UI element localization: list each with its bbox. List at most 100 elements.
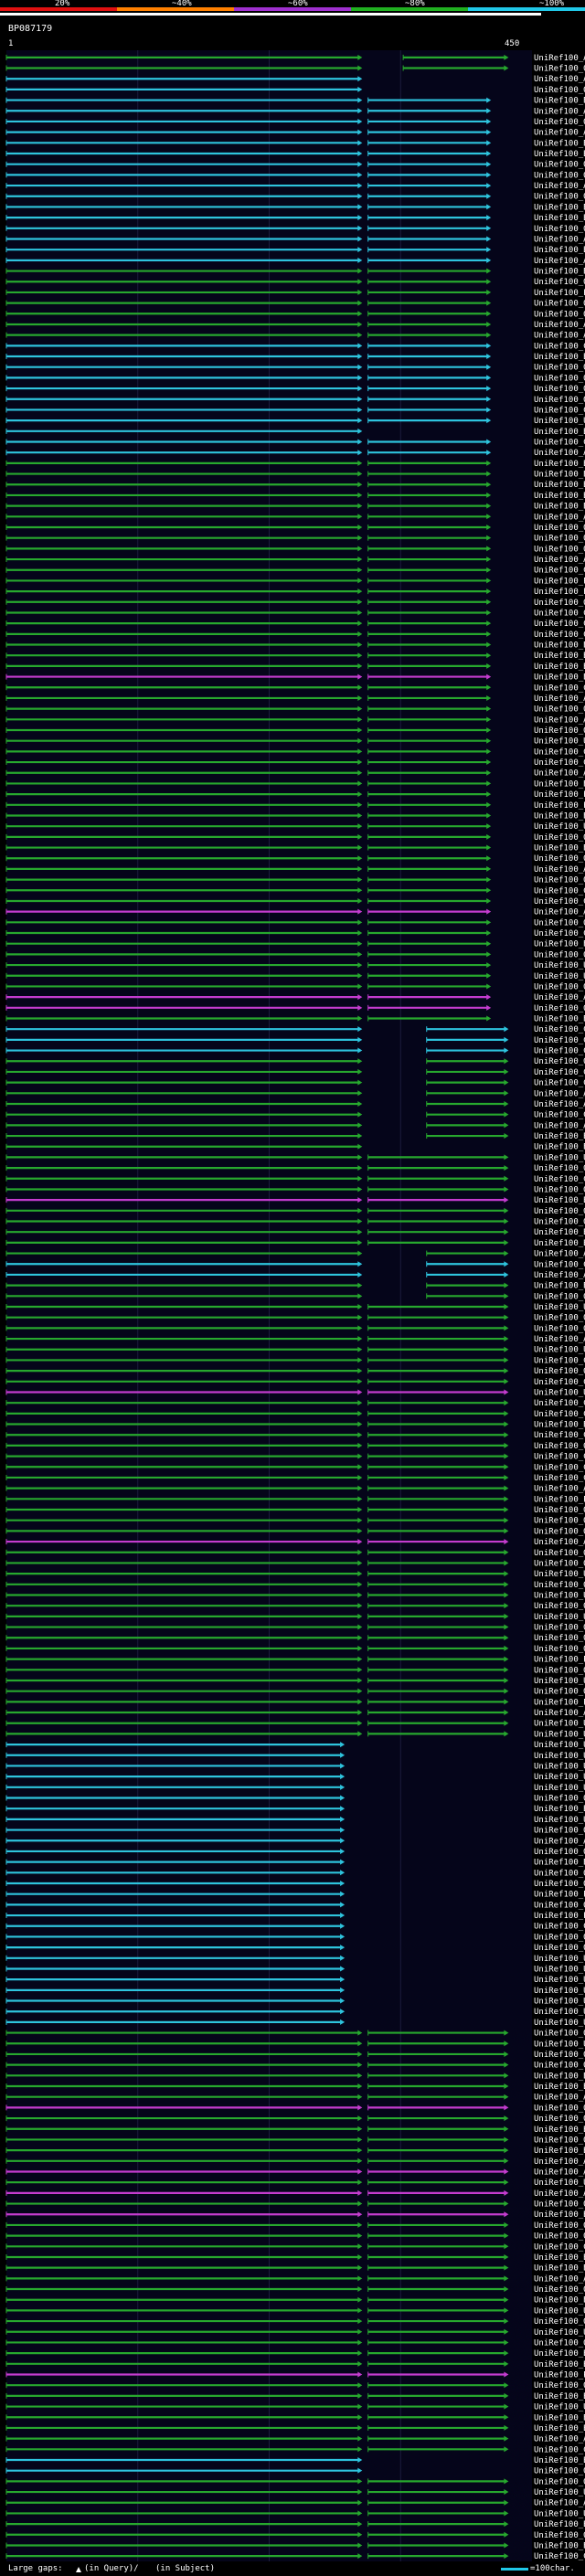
hit-label[interactable]: UniRef100_C1HDN1 [534, 1025, 585, 1034]
hit-label[interactable]: UniRef100_Q0JJ23 [534, 1218, 585, 1227]
hit-label[interactable]: UniRef100_B9YZP9 [534, 2083, 585, 2092]
hit-label[interactable]: UniRef100_A9S1B1 [534, 257, 585, 266]
hit-label[interactable]: UniRef100_UP1000... [534, 1976, 585, 1985]
hit-label[interactable]: UniRef100_B6QTH1 [534, 2072, 585, 2081]
hit-label[interactable]: UniRef100_C5WA83 [534, 620, 585, 629]
hit-label[interactable]: UniRef100_P05388 [534, 1891, 585, 1900]
hit-label[interactable]: UniRef100_Q9XYW7 [534, 1442, 585, 1451]
hit-label[interactable]: UniRef100_B4K909 [534, 2296, 585, 2306]
hit-label[interactable]: UniRef100_B6SIT4 [534, 481, 585, 490]
hit-label[interactable]: UniRef100_Q6EE59 [534, 2051, 585, 2060]
hit-label[interactable]: UniRef100_UP1000... [534, 1677, 585, 1686]
hit-label[interactable]: UniRef100_UP1000... [534, 2019, 585, 2028]
hit-label[interactable]: UniRef100_Q9SYH2 [534, 2221, 585, 2231]
hit-label[interactable]: UniRef100_B9ZYV6 [534, 673, 585, 683]
hit-label[interactable]: UniRef100_B4FI22 [534, 268, 585, 277]
hit-label[interactable]: UniRef100_Q7R9E1 [534, 2104, 585, 2113]
hit-label[interactable]: UniRef100_UP1000... [534, 2178, 585, 2188]
hit-label[interactable]: UniRef100_A5BHY0 [534, 321, 585, 330]
hit-label[interactable]: UniRef100_A7E7V6 [534, 716, 585, 725]
hit-label[interactable]: UniRef100_B4JED6 [534, 2424, 585, 2433]
hit-label[interactable]: UniRef100_P49165 [534, 588, 585, 597]
hit-label[interactable]: UniRef100_A8J0I0 [534, 54, 585, 63]
hit-label[interactable]: UniRef100_B0WM24 [534, 811, 585, 821]
hit-label[interactable]: UniRef100_C5KY49 [534, 631, 585, 640]
hit-label[interactable]: UniRef100_A6PLP6 [534, 2189, 585, 2199]
hit-label[interactable]: UniRef100_UP1000... [534, 1303, 585, 1312]
hit-label[interactable]: UniRef100_Q9D8E6 [534, 1666, 585, 1675]
hit-label[interactable]: UniRef100_Q8VI50 [534, 396, 585, 405]
hit-label[interactable]: UniRef100_UP1000... [534, 1153, 585, 1162]
hit-label[interactable]: UniRef100_Q5DEQ2 [534, 1517, 585, 1526]
hit-label[interactable]: UniRef100_UP1000... [534, 2403, 585, 2412]
hit-label[interactable]: UniRef100_Q4KT14 [534, 118, 585, 127]
hit-label[interactable]: UniRef100_Q9LTZ5 [534, 300, 585, 309]
hit-label[interactable]: UniRef100_C4QV16 [534, 1111, 585, 1120]
hit-label[interactable]: UniRef100_UP1000... [534, 1955, 585, 1964]
hit-label[interactable]: UniRef100_C1BJE5 [534, 1431, 585, 1440]
hit-label[interactable]: UniRef100_B3MX17 [534, 2360, 585, 2369]
hit-label[interactable]: UniRef100_C5LQ26 [534, 684, 585, 693]
hit-label[interactable]: UniRef100_C5ZLL4 [534, 1474, 585, 1483]
hit-label[interactable]: UniRef100_A6SNV0 [534, 1837, 585, 1846]
hit-label[interactable]: UniRef100_B3L4E2 [534, 1805, 585, 1814]
hit-label[interactable]: UniRef100_Q5AHF2 [534, 705, 585, 715]
hit-label[interactable]: UniRef100_Q2ZWQ5 [534, 1185, 585, 1194]
hit-label[interactable]: UniRef100_UP1000... [534, 2488, 585, 2497]
hit-label[interactable]: UniRef100_Q5P6C5 [534, 1367, 585, 1376]
hit-label[interactable]: UniRef100_A2XMW9 [534, 513, 585, 522]
hit-label[interactable]: UniRef100_B6QFD5 [534, 2125, 585, 2135]
hit-label[interactable]: UniRef100_A6QS82 [534, 1271, 585, 1280]
hit-label[interactable]: UniRef100_UP1000... [534, 1591, 585, 1600]
hit-label[interactable]: UniRef100_Q2V3X4 [534, 385, 585, 394]
hit-label[interactable]: UniRef100_A2QUC7 [534, 1100, 585, 1109]
hit-label[interactable]: UniRef100_Q3SE46 [534, 2338, 585, 2348]
hit-label[interactable]: UniRef100_UP1000... [534, 2040, 585, 2049]
hit-label[interactable]: UniRef100_Q9EFG7 [534, 918, 585, 928]
hit-label[interactable]: UniRef100_Q9SZE7 [534, 225, 585, 234]
hit-label[interactable]: UniRef100_Q6K553 [534, 310, 585, 319]
hit-label[interactable]: UniRef100_A6B7H0 [534, 2435, 585, 2444]
hit-label[interactable]: UniRef100_B8A314 [534, 150, 585, 159]
hit-label[interactable]: UniRef100_P49669 [534, 1495, 585, 1504]
hit-label[interactable]: UniRef100_C4LTY4 [534, 2552, 585, 2561]
hit-label[interactable]: UniRef100_Q5I2I1 [534, 1933, 585, 1942]
hit-label[interactable]: UniRef100_B4LUJ3 [534, 2413, 585, 2422]
hit-label[interactable]: UniRef100_Q7SE89 [534, 833, 585, 843]
hit-label[interactable]: UniRef100_Q1X7M6 [534, 2477, 585, 2486]
hit-label[interactable]: UniRef100_B5X3Q6 [534, 1228, 585, 1237]
hit-label[interactable]: UniRef100_Q2PER2 [534, 171, 585, 180]
hit-label[interactable]: UniRef100_Q2GVG5 [534, 1324, 585, 1333]
hit-label[interactable]: UniRef100_Q4UUM0 [534, 1164, 585, 1173]
hit-label[interactable]: UniRef100_Q5CLQ6 [534, 2531, 585, 2540]
hit-label[interactable]: UniRef100_A4HP88 [534, 1538, 585, 1547]
hit-label[interactable]: UniRef100_Q6V213 [534, 1506, 585, 1515]
hit-label[interactable]: UniRef100_Q6FDP0 [534, 1004, 585, 1013]
hit-label[interactable]: UniRef100_C0SCK5 [534, 1047, 585, 1056]
hit-label[interactable]: UniRef100_B0Q504 [534, 1143, 585, 1152]
hit-label[interactable]: UniRef100_A6WN38 [534, 694, 585, 704]
hit-label[interactable]: UniRef100_A7S261 [534, 332, 585, 341]
hit-label[interactable]: UniRef100_Q2DG60 [534, 1602, 585, 1611]
hit-label[interactable]: UniRef100_UP1000... [534, 972, 585, 981]
hit-label[interactable]: UniRef100_UP1000... [534, 1741, 585, 1750]
hit-label[interactable]: UniRef100_C5JF12 [534, 1399, 585, 1408]
hit-label[interactable]: UniRef100_Q2VX29 [534, 2285, 585, 2295]
hit-label[interactable]: UniRef100_UP1000... [534, 1965, 585, 1974]
hit-label[interactable]: UniRef100_B4KZB5 [534, 2392, 585, 2401]
hit-label[interactable]: UniRef100_A6S418 [534, 769, 585, 779]
hit-label[interactable]: UniRef100_C5DIW4 [534, 747, 585, 757]
hit-label[interactable]: UniRef100_C5LQ28 [534, 609, 585, 618]
hit-label[interactable]: UniRef100_Q5XWW1 [534, 1549, 585, 1558]
hit-label[interactable]: UniRef100_UP1000... [534, 1570, 585, 1579]
hit-label[interactable]: UniRef100_B0EP05 [534, 2541, 585, 2550]
hit-label[interactable]: UniRef100_Q5SSS6 [534, 2115, 585, 2124]
hit-label[interactable]: UniRef100_B8LKK0 [534, 139, 585, 148]
hit-label[interactable]: UniRef100_Q8GYM3 [534, 278, 585, 287]
hit-label[interactable]: UniRef100_C0P436 [534, 567, 585, 576]
hit-label[interactable]: UniRef100_B3L6J0 [534, 2264, 585, 2274]
hit-label[interactable]: UniRef100_B9I1Y9 [534, 246, 585, 255]
hit-label[interactable]: UniRef100_Q6BQ20 [534, 1057, 585, 1066]
hit-label[interactable]: UniRef100_B2B898 [534, 2210, 585, 2220]
hit-label[interactable]: UniRef100_Q6E696 [534, 1207, 585, 1216]
